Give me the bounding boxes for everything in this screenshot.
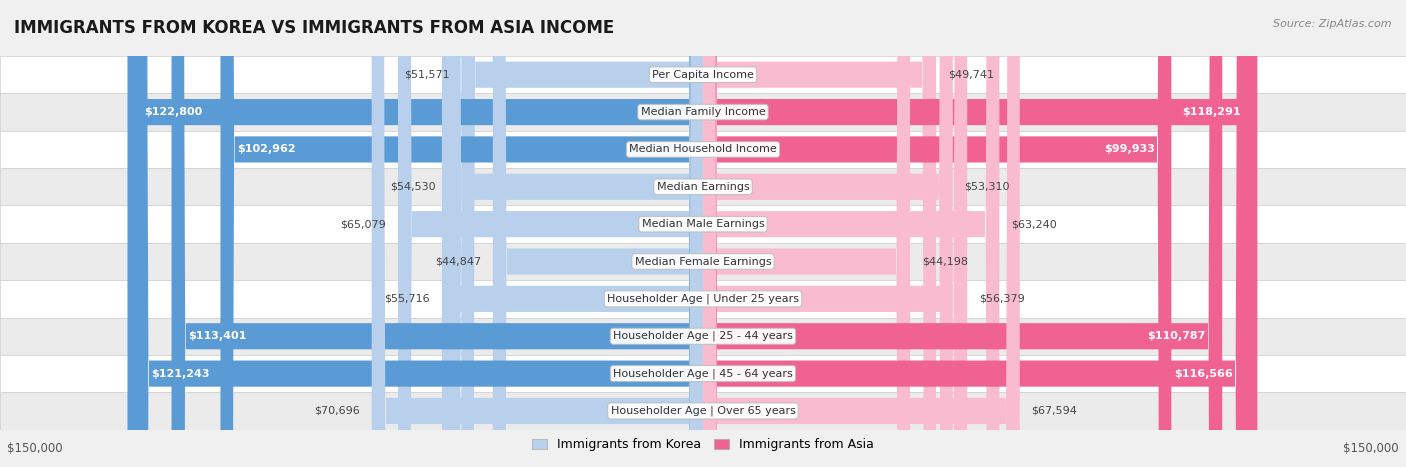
FancyBboxPatch shape — [135, 0, 703, 467]
Text: $150,000: $150,000 — [1343, 442, 1399, 455]
Text: $113,401: $113,401 — [188, 331, 246, 341]
FancyBboxPatch shape — [0, 392, 1406, 430]
Text: $56,379: $56,379 — [979, 294, 1025, 304]
Text: Median Female Earnings: Median Female Earnings — [634, 256, 772, 267]
FancyBboxPatch shape — [703, 0, 953, 467]
FancyBboxPatch shape — [128, 0, 703, 467]
FancyBboxPatch shape — [0, 93, 1406, 131]
Text: Householder Age | Over 65 years: Householder Age | Over 65 years — [610, 406, 796, 416]
Text: $99,933: $99,933 — [1104, 144, 1154, 155]
Text: $122,800: $122,800 — [143, 107, 202, 117]
FancyBboxPatch shape — [703, 0, 1250, 467]
Text: Source: ZipAtlas.com: Source: ZipAtlas.com — [1274, 19, 1392, 28]
Text: $116,566: $116,566 — [1174, 368, 1233, 379]
FancyBboxPatch shape — [703, 0, 910, 467]
Text: $55,716: $55,716 — [384, 294, 430, 304]
FancyBboxPatch shape — [172, 0, 703, 467]
Text: $44,198: $44,198 — [922, 256, 967, 267]
Text: $118,291: $118,291 — [1182, 107, 1241, 117]
Text: Median Household Income: Median Household Income — [628, 144, 778, 155]
Text: Householder Age | 45 - 64 years: Householder Age | 45 - 64 years — [613, 368, 793, 379]
Text: $53,310: $53,310 — [965, 182, 1010, 192]
FancyBboxPatch shape — [0, 205, 1406, 243]
Text: Median Earnings: Median Earnings — [657, 182, 749, 192]
FancyBboxPatch shape — [0, 280, 1406, 318]
Text: $65,079: $65,079 — [340, 219, 387, 229]
FancyBboxPatch shape — [461, 0, 703, 467]
FancyBboxPatch shape — [0, 355, 1406, 392]
FancyBboxPatch shape — [703, 0, 1171, 467]
Text: $150,000: $150,000 — [7, 442, 63, 455]
FancyBboxPatch shape — [494, 0, 703, 467]
Text: Householder Age | 25 - 44 years: Householder Age | 25 - 44 years — [613, 331, 793, 341]
FancyBboxPatch shape — [398, 0, 703, 467]
FancyBboxPatch shape — [0, 131, 1406, 168]
Text: $44,847: $44,847 — [434, 256, 481, 267]
Text: Per Capita Income: Per Capita Income — [652, 70, 754, 80]
Text: $54,530: $54,530 — [389, 182, 436, 192]
FancyBboxPatch shape — [703, 0, 1222, 467]
Legend: Immigrants from Korea, Immigrants from Asia: Immigrants from Korea, Immigrants from A… — [527, 433, 879, 456]
Text: Householder Age | Under 25 years: Householder Age | Under 25 years — [607, 294, 799, 304]
Text: Median Family Income: Median Family Income — [641, 107, 765, 117]
Text: Median Male Earnings: Median Male Earnings — [641, 219, 765, 229]
FancyBboxPatch shape — [703, 0, 1019, 467]
FancyBboxPatch shape — [447, 0, 703, 467]
FancyBboxPatch shape — [221, 0, 703, 467]
Text: $51,571: $51,571 — [404, 70, 450, 80]
FancyBboxPatch shape — [703, 0, 967, 467]
FancyBboxPatch shape — [0, 168, 1406, 205]
FancyBboxPatch shape — [0, 56, 1406, 93]
Text: $63,240: $63,240 — [1011, 219, 1057, 229]
Text: IMMIGRANTS FROM KOREA VS IMMIGRANTS FROM ASIA INCOME: IMMIGRANTS FROM KOREA VS IMMIGRANTS FROM… — [14, 19, 614, 37]
FancyBboxPatch shape — [703, 0, 1000, 467]
FancyBboxPatch shape — [0, 318, 1406, 355]
Text: $110,787: $110,787 — [1147, 331, 1206, 341]
FancyBboxPatch shape — [371, 0, 703, 467]
FancyBboxPatch shape — [703, 0, 1257, 467]
Text: $49,741: $49,741 — [948, 70, 994, 80]
FancyBboxPatch shape — [703, 0, 936, 467]
Text: $102,962: $102,962 — [236, 144, 295, 155]
Text: $70,696: $70,696 — [314, 406, 360, 416]
FancyBboxPatch shape — [0, 243, 1406, 280]
FancyBboxPatch shape — [441, 0, 703, 467]
Text: $121,243: $121,243 — [152, 368, 209, 379]
Text: $67,594: $67,594 — [1032, 406, 1077, 416]
